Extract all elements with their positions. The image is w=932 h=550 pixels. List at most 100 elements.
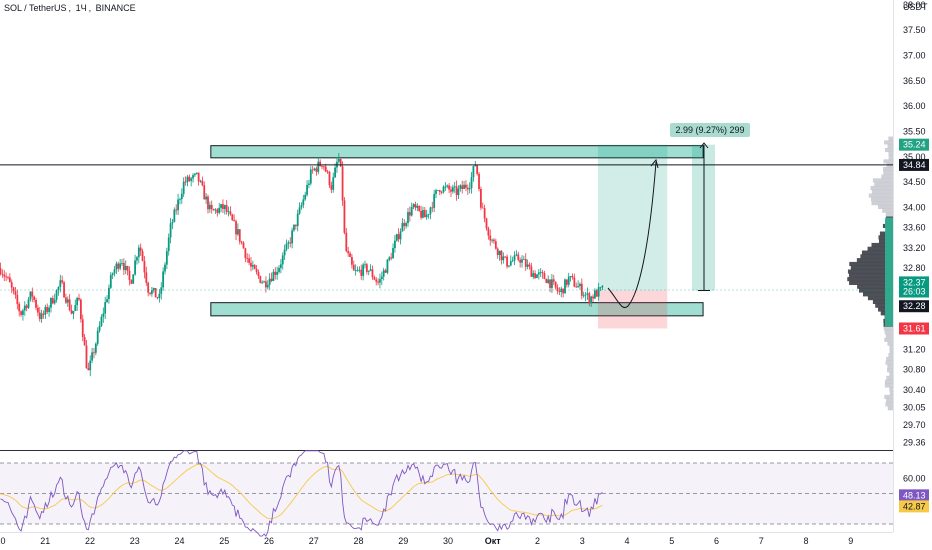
profile-bar <box>867 246 893 251</box>
candle-body <box>31 291 34 297</box>
resistance-price-tag-bg <box>899 158 929 171</box>
candle-body <box>65 297 67 303</box>
candle-body <box>594 290 596 299</box>
candle-body <box>132 274 135 284</box>
candle-body <box>121 262 123 264</box>
candle-body <box>87 368 90 371</box>
candle-body <box>304 194 307 200</box>
time-tick: 6 <box>714 536 719 546</box>
candle-body <box>293 224 295 231</box>
profile-bar <box>849 280 893 285</box>
measure-arrowhead <box>699 142 709 149</box>
candle-body <box>349 253 351 258</box>
candle-body <box>294 224 297 227</box>
candle-body <box>352 264 355 271</box>
candle-body <box>261 282 264 284</box>
candle-body <box>195 172 198 174</box>
profile-bar <box>884 147 893 153</box>
candle-body <box>364 264 366 266</box>
profile-bar <box>886 398 893 403</box>
candle-body <box>160 287 163 294</box>
candle-body <box>375 279 378 282</box>
candle-body <box>8 277 11 283</box>
candle-body <box>502 256 505 261</box>
last-price-tag: 32.37 <box>903 277 926 287</box>
time-axis: 2021222324252627282930Окт23456789 <box>0 536 853 546</box>
candle-body <box>545 279 548 283</box>
candle-body <box>446 185 449 187</box>
candle-body <box>532 273 535 277</box>
candle-body <box>124 265 127 271</box>
candle-body <box>220 204 222 208</box>
candle-body <box>537 272 540 275</box>
candle-body <box>76 297 79 306</box>
time-tick: 24 <box>174 536 184 546</box>
price-tick: 35.50 <box>903 127 926 137</box>
candle-body <box>7 277 9 279</box>
candle-body <box>517 254 520 260</box>
candle-body <box>356 269 359 271</box>
candle-body <box>158 293 161 298</box>
price-tick: 33.20 <box>903 243 926 253</box>
last-price-tag-bg <box>899 276 929 289</box>
profile-bar <box>881 174 893 179</box>
candle-body <box>66 299 69 303</box>
candle-body <box>180 193 183 200</box>
candle-body <box>119 263 122 269</box>
candle-body <box>392 247 394 259</box>
candle-body <box>182 181 185 194</box>
candle-body <box>487 228 490 236</box>
candle-body <box>29 291 32 300</box>
candle-body <box>5 276 8 278</box>
time-tick: 23 <box>130 536 140 546</box>
candle-body <box>599 287 602 289</box>
profile-bar <box>884 337 893 342</box>
candle-body <box>283 249 286 256</box>
candle-body <box>240 241 243 243</box>
projection-arrowhead <box>650 158 659 169</box>
candle-body <box>575 286 578 288</box>
candle-body <box>244 248 247 259</box>
symbol-name[interactable]: SOL / TetherUS <box>4 3 67 13</box>
candle-body <box>233 220 236 222</box>
profile-bar <box>868 193 893 198</box>
candle-body <box>10 282 13 288</box>
candle-body <box>491 239 494 241</box>
interval-label[interactable]: 1Ч <box>75 3 87 13</box>
candle-body <box>408 212 411 216</box>
candle-body <box>493 239 495 242</box>
profile-bar <box>847 269 893 274</box>
candle-body <box>448 185 451 190</box>
candle-body <box>468 188 471 190</box>
candle-body <box>270 278 273 281</box>
candle-body <box>188 176 191 181</box>
candle-body <box>582 295 585 297</box>
time-tick: 9 <box>848 536 853 546</box>
candle-body <box>14 291 17 296</box>
candle-body <box>343 200 346 233</box>
candle-body <box>184 181 187 183</box>
candle-body <box>311 169 314 171</box>
profile-bar <box>887 144 893 149</box>
rsi-tick: 60.00 <box>903 473 926 483</box>
rsi-ma-tag: 42.87 <box>903 501 926 511</box>
candle-body <box>569 276 572 277</box>
candle-body <box>265 281 267 288</box>
candle-body <box>332 177 335 190</box>
candle-body <box>586 293 589 295</box>
candle-body <box>128 270 131 281</box>
candle-body <box>519 259 522 263</box>
candle-body <box>289 242 292 244</box>
candle-body <box>308 183 310 185</box>
time-tick: 27 <box>309 536 319 546</box>
candle-body <box>451 187 454 192</box>
profile-bar <box>885 360 893 365</box>
price-axis: USDT38.0037.5037.0036.5036.0035.5035.003… <box>899 0 929 447</box>
time-tick: 2 <box>535 536 540 546</box>
candle-body <box>55 290 58 300</box>
candle-body <box>481 207 484 209</box>
price-tick: 34.50 <box>903 177 926 187</box>
candle-body <box>192 175 194 179</box>
rsi-ma-line <box>0 463 603 520</box>
